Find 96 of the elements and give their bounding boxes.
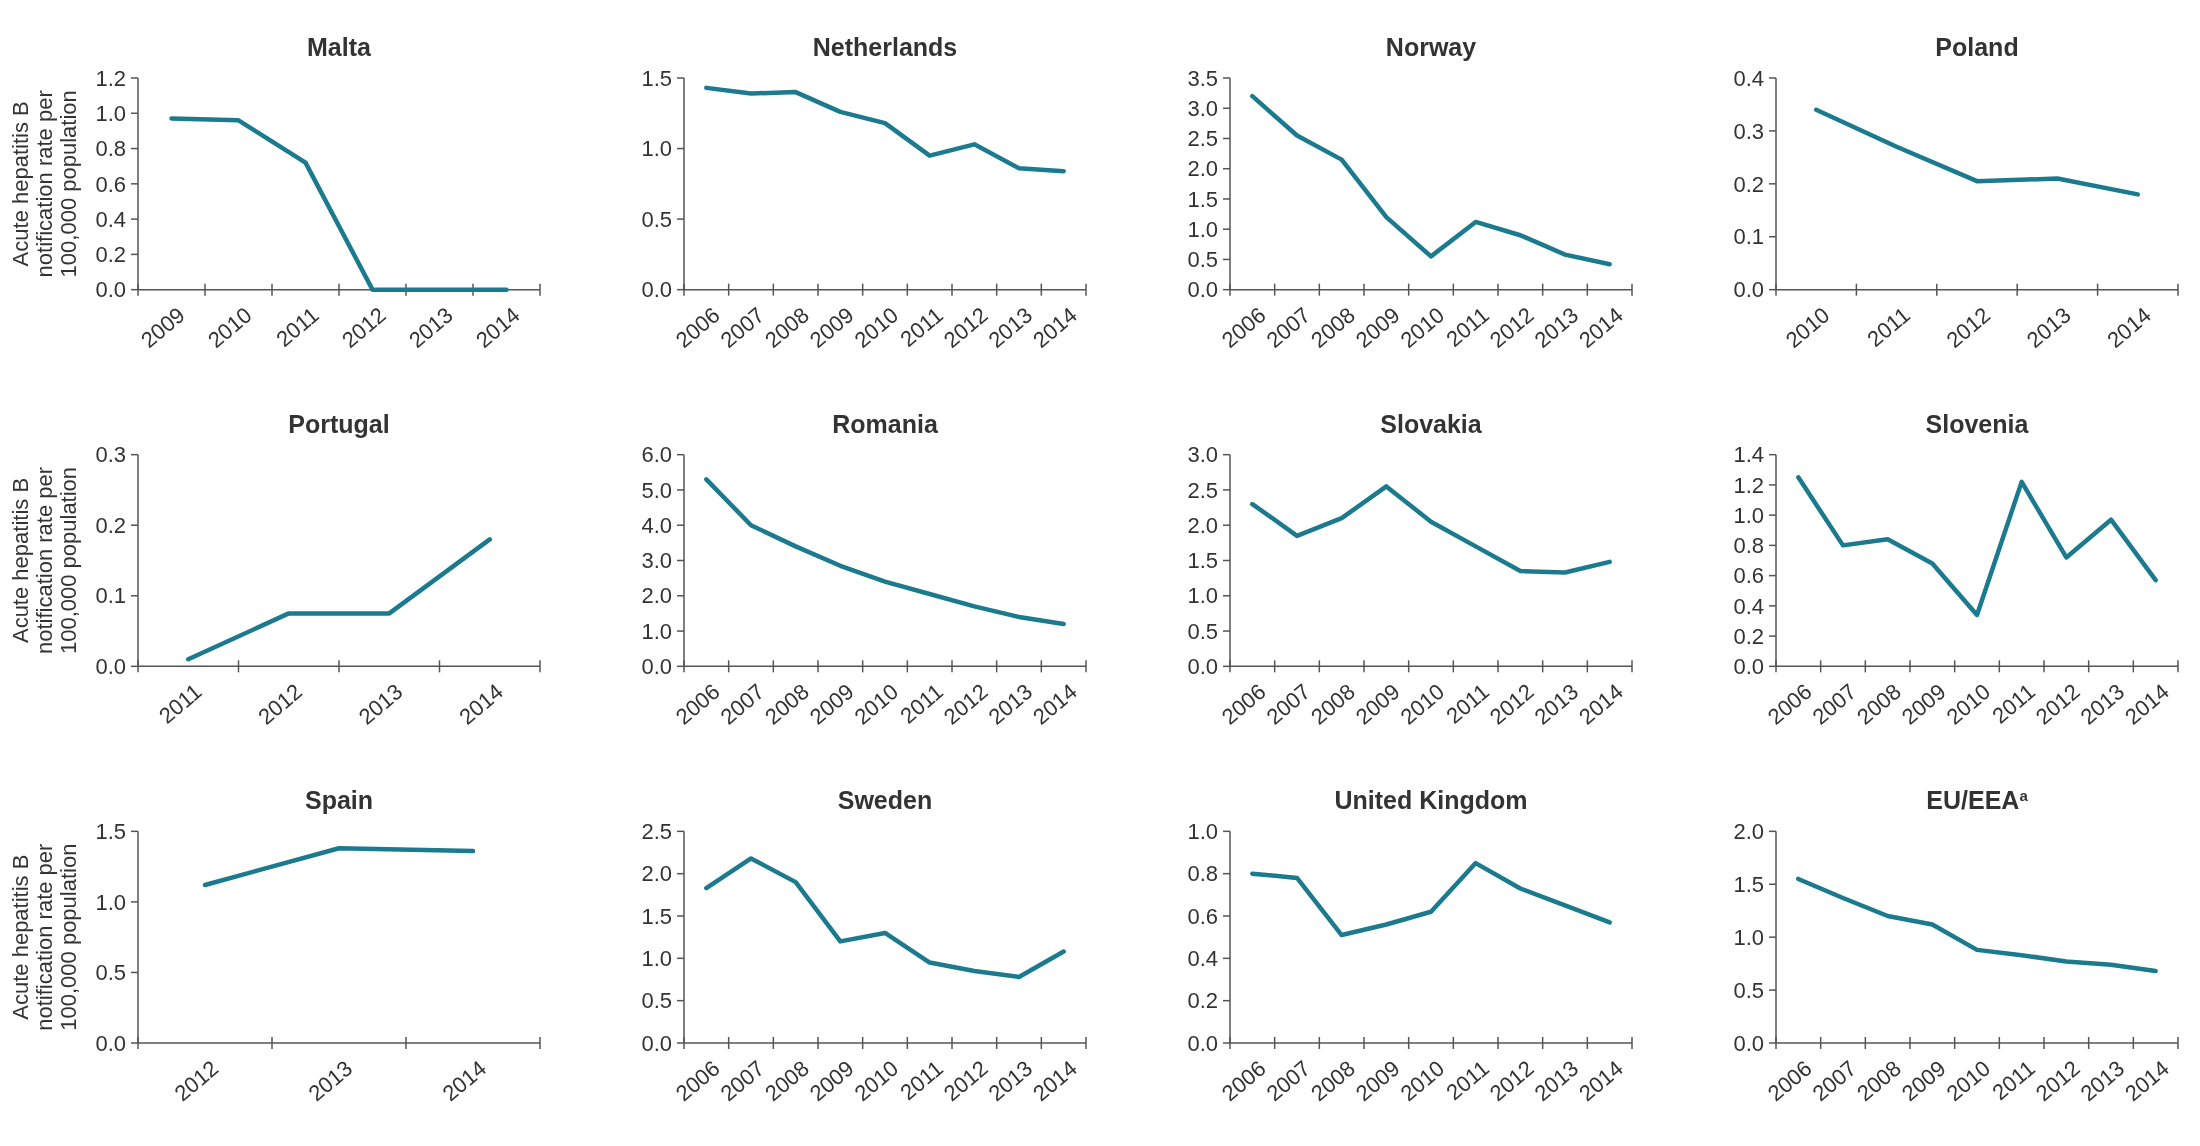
y-tick-label: 0.4 <box>1733 65 1764 91</box>
y-tick-label: 1.0 <box>95 100 126 126</box>
y-tick-label: 2.5 <box>641 819 672 845</box>
y-tick-label: 1.5 <box>1187 548 1218 574</box>
y-tick-label: 1.0 <box>1187 216 1218 242</box>
y-tick-label: 2.5 <box>1187 477 1218 503</box>
y-tick-label: 1.0 <box>1733 924 1764 950</box>
y-tick-label: 0.5 <box>95 960 126 986</box>
y-tick-label: 0.0 <box>1733 654 1764 680</box>
chart-title: Sweden <box>837 786 933 815</box>
line-series <box>1250 93 1612 267</box>
y-tick-label: 0.2 <box>95 242 126 268</box>
y-tick-label: 0.8 <box>1187 861 1218 887</box>
y-tick-label: 2.0 <box>1187 156 1218 182</box>
y-tick-label: 0.6 <box>1733 563 1764 589</box>
y-tick-label: 0.6 <box>95 171 126 197</box>
y-tick-label: 0.4 <box>1187 946 1218 972</box>
y-tick-label: 0.0 <box>1733 1030 1764 1056</box>
y-tick-label: 0.8 <box>1733 533 1764 559</box>
y-tick-label: 0.0 <box>641 1030 672 1056</box>
chart-title: Spain <box>304 786 374 815</box>
y-tick-label: 0.5 <box>1733 977 1764 1003</box>
y-tick-label: 2.0 <box>1733 819 1764 845</box>
chart-title: Romania <box>832 409 939 438</box>
line-series <box>704 856 1066 980</box>
y-tick-label: 1.0 <box>95 889 126 915</box>
chart-title: Portugal <box>288 409 390 438</box>
y-tick-label: 1.0 <box>1187 819 1218 845</box>
y-tick-label: 1.5 <box>1187 186 1218 212</box>
chart-title: Norway <box>1385 33 1477 61</box>
y-tick-label: 1.2 <box>95 65 126 91</box>
chart-title: Poland <box>1935 33 2019 61</box>
y-tick-label: 0.0 <box>1187 654 1218 680</box>
y-tick-label: 0.4 <box>95 206 126 232</box>
line-series <box>1796 876 2158 974</box>
y-tick-label: 3.0 <box>641 548 672 574</box>
y-tick-label: 0.3 <box>1733 118 1764 144</box>
y-tick-label: 0.8 <box>95 136 126 162</box>
y-tick-label: 0.0 <box>1733 277 1764 303</box>
y-axis-title: Acute hepatitis B notification rate per 100,000 population <box>8 90 81 278</box>
y-tick-label: 1.2 <box>1733 472 1764 498</box>
chart-title: EU/EEA$^{a}$ <box>1926 786 2029 815</box>
y-tick-label: 0.5 <box>641 988 672 1014</box>
line-series <box>1796 475 2158 618</box>
y-tick-label: 0.0 <box>641 654 672 680</box>
line-series <box>169 116 509 292</box>
y-tick-label: 1.0 <box>641 946 672 972</box>
y-tick-label: 6.0 <box>641 442 672 468</box>
y-tick-label: 1.0 <box>1187 583 1218 609</box>
line-series <box>1250 860 1612 938</box>
y-tick-label: 2.5 <box>1187 126 1218 152</box>
y-tick-label: 0.2 <box>1733 171 1764 197</box>
y-tick-label: 4.0 <box>641 512 672 538</box>
y-tick-label: 3.5 <box>1187 65 1218 91</box>
y-tick-label: 0.3 <box>95 442 126 468</box>
chart-title: Slovakia <box>1380 409 1483 438</box>
chart-title: Slovenia <box>1925 409 2030 438</box>
y-tick-label: 1.0 <box>641 136 672 162</box>
y-tick-label: 0.4 <box>1733 593 1764 619</box>
y-axis-title: Acute hepatitis B notification rate per 100,000 population <box>8 843 81 1031</box>
y-tick-label: 0.2 <box>1187 988 1218 1014</box>
y-tick-label: 0.0 <box>1187 1030 1218 1056</box>
chart-title: United Kingdom <box>1334 786 1528 815</box>
line-series <box>704 477 1066 627</box>
y-axis-title: Acute hepatitis B notification rate per 100,000 population <box>8 466 81 655</box>
y-tick-label: 0.0 <box>95 1030 126 1056</box>
y-tick-label: 0.5 <box>1187 618 1218 644</box>
y-tick-label: 0.2 <box>95 512 126 538</box>
y-tick-label: 5.0 <box>641 477 672 503</box>
y-tick-label: 1.0 <box>1733 502 1764 528</box>
line-series <box>1250 484 1612 575</box>
y-tick-label: 0.0 <box>1187 277 1218 303</box>
y-tick-label: 1.5 <box>641 65 672 91</box>
y-tick-label: 0.5 <box>1187 247 1218 273</box>
line-series <box>704 85 1066 174</box>
line-series <box>1813 107 2141 197</box>
y-tick-label: 0.0 <box>95 654 126 680</box>
y-tick-label: 1.0 <box>641 618 672 644</box>
y-tick-label: 0.1 <box>95 583 126 609</box>
y-tick-label: 2.0 <box>1187 512 1218 538</box>
y-tick-label: 3.0 <box>1187 442 1218 468</box>
chart-title: Malta <box>307 33 373 61</box>
y-tick-label: 2.0 <box>641 583 672 609</box>
y-tick-label: 1.5 <box>95 819 126 845</box>
y-tick-label: 1.4 <box>1733 442 1764 468</box>
y-tick-label: 0.2 <box>1733 623 1764 649</box>
y-tick-label: 3.0 <box>1187 95 1218 121</box>
y-tick-label: 0.0 <box>95 277 126 303</box>
chart-title: Netherlands <box>812 33 958 61</box>
y-tick-label: 2.0 <box>641 861 672 887</box>
y-tick-label: 1.5 <box>1733 871 1764 897</box>
y-tick-label: 1.5 <box>641 903 672 929</box>
y-tick-label: 0.0 <box>641 277 672 303</box>
y-tick-label: 0.6 <box>1187 903 1218 929</box>
y-tick-label: 0.5 <box>641 206 672 232</box>
y-tick-label: 0.1 <box>1733 224 1764 250</box>
